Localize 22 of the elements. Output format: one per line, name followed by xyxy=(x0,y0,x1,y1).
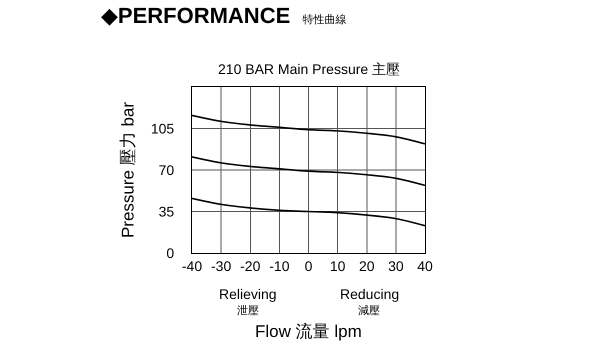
y-tick-label: 70 xyxy=(158,162,174,178)
chart-subtitle: 特性曲線 xyxy=(302,13,346,26)
x-tick-label: -40 xyxy=(182,258,202,274)
x-tick-label: 30 xyxy=(388,258,404,274)
x-tick-label: 40 xyxy=(417,258,433,274)
y-tick-label: 0 xyxy=(166,244,174,261)
chart-title: ◆PERFORMANCE xyxy=(101,3,290,28)
y-axis-title: Pressure 壓力 bar xyxy=(118,102,138,238)
x-tick-label: -20 xyxy=(240,258,261,274)
x-tick-label: 0 xyxy=(304,258,313,274)
x-tick-label: 20 xyxy=(358,258,375,274)
y-tick-label: 35 xyxy=(158,203,174,220)
x-axis-title: Flow 流量 lpm xyxy=(255,322,362,341)
text: 210 BAR Main Pressure 主壓 xyxy=(218,61,400,77)
text: 減壓 xyxy=(358,304,380,317)
text: Relieving xyxy=(219,286,277,302)
y-tick-label: 105 xyxy=(150,120,174,136)
x-tick-label: 10 xyxy=(330,258,346,274)
text: Reducing xyxy=(340,286,400,302)
x-tick-label: -10 xyxy=(269,258,290,274)
x-tick-label: -30 xyxy=(211,258,232,274)
text: 泄壓 xyxy=(237,304,259,317)
